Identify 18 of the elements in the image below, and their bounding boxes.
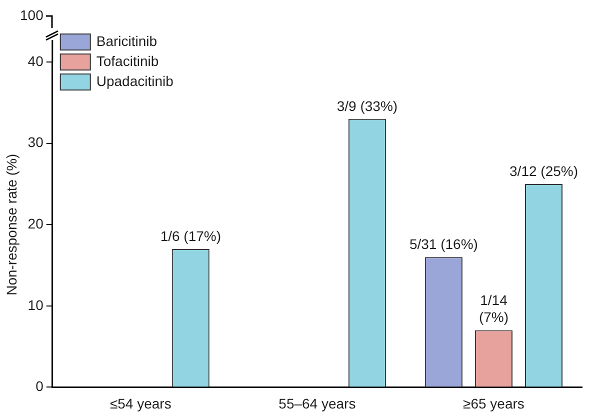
legend-label: Upadacitinib [96, 72, 174, 89]
y-tick-label: 30 [28, 134, 44, 150]
x-tick-label: ≥65 years [463, 395, 524, 412]
y-tick-label: 10 [28, 296, 44, 313]
legend-label: Tofacitinib [96, 52, 159, 69]
data-label: 5/31 (16%) [409, 236, 478, 252]
text: 100 [20, 6, 44, 23]
data-label: 1/6 (17%) [160, 228, 222, 244]
y-tick-label: 40 [28, 52, 44, 69]
y-axis-title: Non-response rate (%) [3, 154, 20, 296]
data-label: 3/12 (25%) [510, 162, 578, 179]
x-tick-label: 55–64 years [278, 395, 356, 412]
x-tick-label: ≤54 years [110, 395, 172, 412]
legend-label: Baricitinib [96, 32, 158, 49]
y-tick-label: 20 [28, 215, 44, 232]
data-label: 1/14 (7%) [478, 292, 509, 326]
data-label: 3/9 (33%) [336, 98, 398, 114]
y-tick-label: 0 [36, 378, 44, 394]
